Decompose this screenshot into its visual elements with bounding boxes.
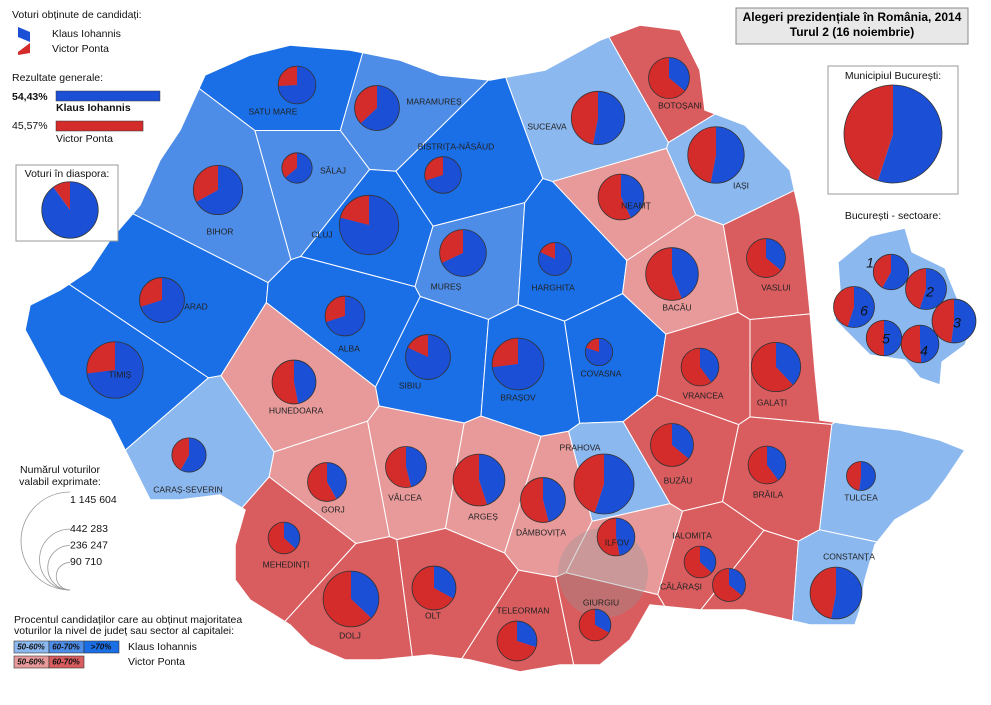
size-legend-label: 442 283 [70, 523, 108, 535]
legend-flag-2 [18, 43, 30, 55]
county-label: ARGEȘ [468, 511, 498, 521]
county-label: ALBA [338, 343, 360, 353]
county-label: SIBIU [399, 380, 421, 390]
county-label: GALAȚI [757, 397, 787, 407]
band-row-name: Klaus Iohannis [128, 641, 197, 653]
subtitle: Turul 2 (16 noiembrie) [790, 25, 914, 39]
band-label: 50-60% [17, 643, 45, 652]
county-label: GORJ [321, 504, 345, 514]
sectors-title: București - sectoare: [845, 210, 941, 222]
legend-title: Voturi obținute de candidați: [12, 9, 142, 21]
size-legend-title: Numărul voturilor [20, 464, 100, 476]
county-region [787, 530, 991, 700]
band-label: 60-70% [52, 643, 80, 652]
county-label: HARGHITA [531, 282, 575, 292]
county-label: TIMIȘ [109, 369, 132, 379]
county-label: HUNEDOARA [269, 405, 324, 415]
county-label: VASLUI [761, 282, 791, 292]
county-label: ARAD [184, 301, 208, 311]
county-label: BUZĂU [664, 475, 693, 485]
county-label: SUCEAVA [527, 121, 567, 131]
county-label: MEHEDINȚI [263, 559, 310, 569]
county-label: TULCEA [844, 492, 878, 502]
result-bar [56, 121, 143, 131]
sector-label: 2 [925, 284, 934, 300]
result-value: 54,43% [12, 91, 48, 103]
county-label: IALOMIȚA [672, 530, 712, 540]
size-legend-label: 1 145 604 [70, 494, 117, 506]
size-legend-arc [56, 562, 70, 590]
county-label: COVASNA [581, 368, 622, 378]
county-label: BOTOȘANI [658, 100, 702, 110]
county-label: BRAȘOV [500, 392, 536, 402]
county-label: CLUJ [311, 229, 332, 239]
title: Alegeri prezidențiale în România, 2014 [743, 10, 962, 24]
legend-label: Klaus Iohannis [52, 28, 121, 40]
sector-label: 3 [953, 315, 961, 331]
county-label: VÂLCEA [388, 492, 422, 502]
county-label: NEAMȚ [621, 200, 651, 210]
band-label: 50-60% [17, 658, 45, 667]
band-label: 60-70% [52, 658, 80, 667]
county-label: CONSTANȚA [823, 551, 875, 561]
county-label: GIURGIU [583, 597, 619, 607]
band-legend-title: voturilor la nivel de județ sau sector a… [14, 625, 234, 637]
size-legend-label: 236 247 [70, 539, 108, 551]
county-label: CARAȘ-SEVERIN [153, 484, 222, 494]
county-label: DOLJ [339, 630, 361, 640]
size-legend-arc [40, 529, 70, 590]
band-label: >70% [91, 643, 112, 652]
bucharest-title: Municipiul București: [845, 70, 941, 82]
county-label: BRĂILA [753, 489, 784, 499]
county-label: VRANCEA [682, 390, 723, 400]
result-value: 45,57% [12, 120, 48, 132]
size-legend-label: 90 710 [70, 556, 102, 568]
county-label: TELEORMAN [497, 605, 550, 615]
county-label: ILFOV [605, 537, 630, 547]
legend-label: Victor Ponta [52, 43, 109, 55]
results-title: Rezultate generale: [12, 72, 103, 84]
county-label: CĂLĂRAȘI [660, 581, 702, 591]
county-label: BACĂU [662, 302, 691, 312]
county-label: MUREȘ [431, 281, 462, 291]
legend-flag-1 [18, 27, 30, 42]
sector-label: 1 [866, 255, 874, 271]
band-row-name: Victor Ponta [128, 656, 185, 668]
sector-label: 4 [920, 343, 928, 359]
result-name: Victor Ponta [56, 133, 113, 145]
county-label: SATU MARE [249, 106, 298, 116]
county-label: OLT [425, 610, 441, 620]
county-label: BISTRIȚA-NĂSĂUD [418, 141, 495, 151]
diaspora-title: Voturi în diaspora: [25, 168, 110, 180]
county-label: DÂMBOVIȚA [516, 527, 566, 537]
county-label: BIHOR [207, 226, 234, 236]
result-name: Klaus Iohannis [56, 102, 131, 114]
size-legend-title: valabil exprimate: [19, 476, 101, 488]
sector-label: 6 [860, 303, 868, 319]
county-label: MARAMUREȘ [406, 96, 462, 106]
county-label: IAȘI [733, 180, 749, 190]
county-label: PRAHOVA [560, 442, 601, 452]
county-label: SĂLAJ [320, 165, 346, 175]
result-bar [56, 91, 160, 101]
sector-label: 5 [882, 331, 890, 347]
